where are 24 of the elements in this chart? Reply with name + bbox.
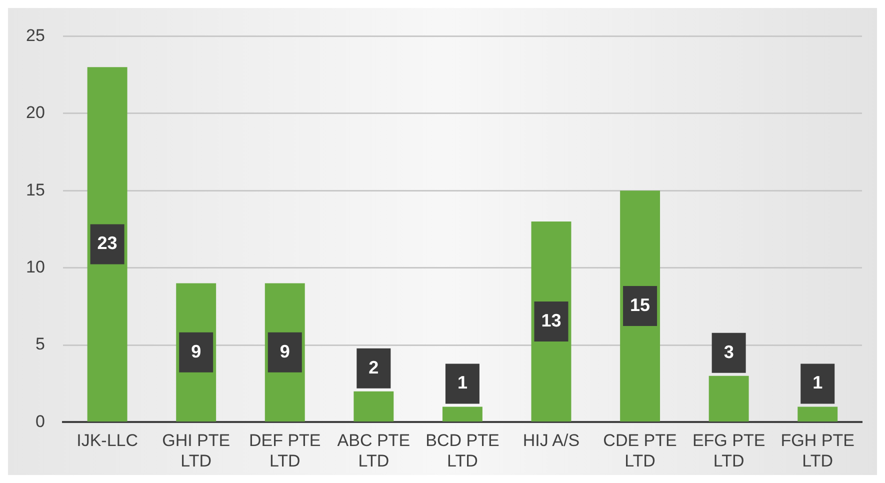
data-label: 2: [368, 357, 379, 378]
y-tick-label: 20: [26, 103, 45, 122]
data-label: 9: [191, 341, 202, 362]
x-tick-label: CDE PTE LTD: [603, 431, 677, 470]
x-tick-label: HIJ A/S: [522, 431, 580, 450]
y-tick-label: 15: [26, 180, 45, 200]
data-label: 9: [280, 341, 290, 362]
x-tick-label: DEF PTE LTD: [248, 431, 321, 470]
x-tick-label: BCD PTE LTD: [426, 431, 500, 470]
x-tick-label: IJK-LLC: [76, 431, 138, 450]
data-label: 3: [724, 342, 734, 362]
x-tick-label: FGH PTE LTD: [780, 431, 854, 470]
x-tick-label: ABC PTE LTD: [337, 431, 410, 470]
data-label: 1: [812, 372, 823, 393]
x-tick-label: GHI PTE LTD: [162, 431, 230, 470]
y-tick-label: 25: [26, 26, 45, 45]
data-label: 15: [630, 294, 650, 315]
y-tick-label: 0: [35, 412, 45, 431]
y-tick-label: 5: [35, 334, 45, 354]
data-label: 1: [457, 372, 468, 393]
data-label: 13: [541, 310, 562, 330]
data-label: 23: [97, 233, 118, 254]
y-tick-label: 10: [26, 257, 45, 276]
x-tick-label: EFG PTE LTD: [692, 431, 766, 470]
